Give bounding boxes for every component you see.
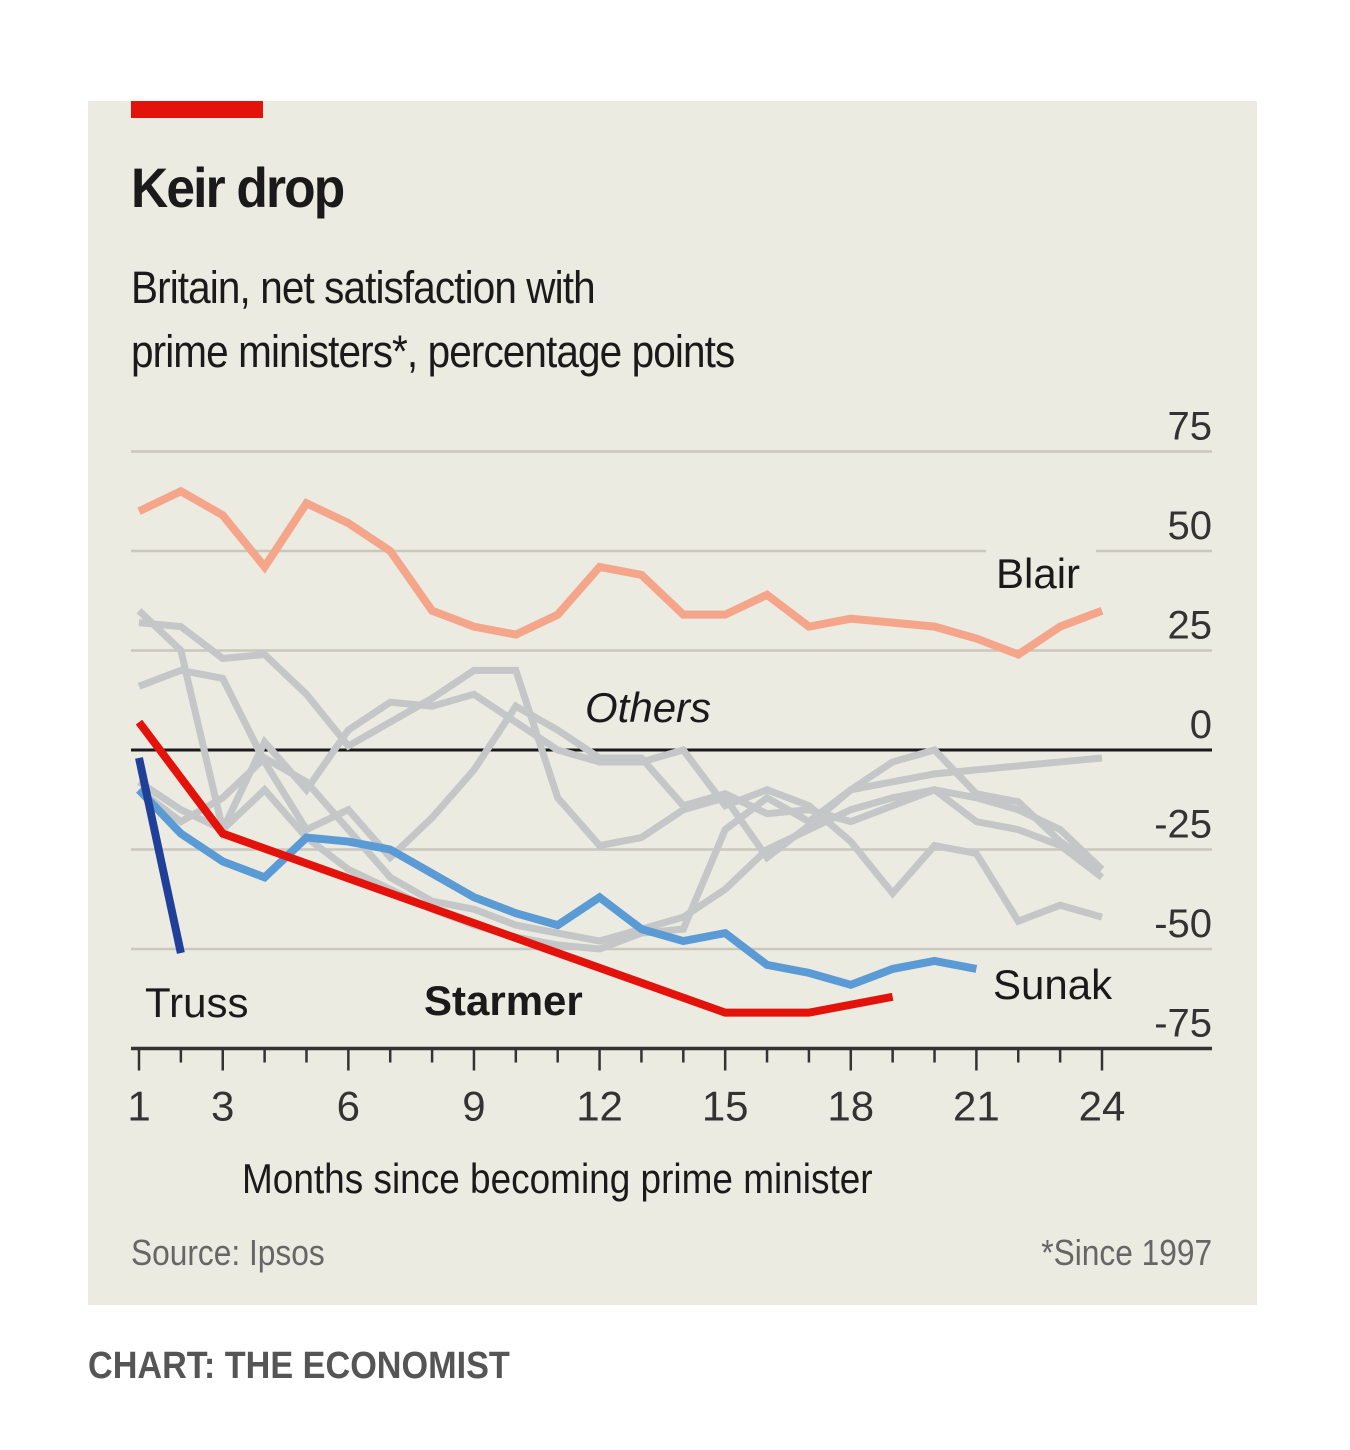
chart-title: Keir drop bbox=[131, 156, 345, 219]
subtitle-line-2: prime ministers*, percentage points bbox=[131, 326, 735, 377]
x-axis-title: Months since becoming prime minister bbox=[242, 1155, 873, 1202]
x-tick-label: 12 bbox=[576, 1083, 623, 1130]
series-line-sunak bbox=[136, 787, 978, 990]
x-tick-label: 24 bbox=[1079, 1083, 1126, 1130]
series-line-others-5 bbox=[136, 753, 1105, 945]
x-tick-label: 6 bbox=[337, 1083, 360, 1130]
x-tick-label: 1 bbox=[127, 1083, 150, 1130]
series-lines bbox=[135, 486, 1105, 1017]
x-tick-label: 21 bbox=[953, 1083, 1000, 1130]
series-label-truss: Truss bbox=[145, 979, 248, 1026]
annotations: Others Blair Sunak Truss Starmer bbox=[145, 548, 1113, 1026]
y-tick-label: 75 bbox=[1168, 405, 1213, 449]
series-line-others-2 bbox=[137, 666, 1105, 881]
series-line-starmer bbox=[135, 719, 894, 1017]
x-axis: 1 3 6 9 12 15 18 21 24 bbox=[127, 1046, 1212, 1130]
x-tick-label: 18 bbox=[827, 1083, 874, 1130]
subtitle-line-1: Britain, net satisfaction with bbox=[131, 262, 596, 313]
chart-credit: CHART: THE ECONOMIST bbox=[88, 1345, 510, 1387]
label-background bbox=[986, 548, 1096, 598]
series-label-sunak: Sunak bbox=[993, 961, 1113, 1008]
y-tick-label: -50 bbox=[1154, 902, 1212, 946]
y-tick-label: 0 bbox=[1190, 703, 1212, 747]
series-line-blair bbox=[137, 486, 1104, 659]
series-line-others-1 bbox=[138, 619, 1104, 873]
y-tick-label: -25 bbox=[1154, 803, 1212, 847]
y-axis-labels: 75 50 25 0 -25 -50 -75 bbox=[1154, 405, 1212, 1046]
chart-panel bbox=[88, 101, 1257, 1305]
series-line-truss bbox=[135, 757, 185, 954]
chart-subtitle: Britain, net satisfaction with prime min… bbox=[131, 256, 941, 384]
footnote: *Since 1997 bbox=[1041, 1232, 1212, 1273]
y-tick-label: 50 bbox=[1168, 504, 1213, 548]
x-tick-label: 9 bbox=[462, 1083, 485, 1130]
source-note: Source: Ipsos bbox=[131, 1232, 325, 1273]
series-label-starmer: Starmer bbox=[424, 977, 583, 1024]
y-tick-label: 25 bbox=[1168, 604, 1213, 648]
economist-accent-bar bbox=[131, 101, 263, 118]
x-tick-label: 3 bbox=[211, 1083, 234, 1130]
series-line-others-4 bbox=[137, 754, 1103, 953]
x-tick-label: 15 bbox=[702, 1083, 749, 1130]
y-tick-label: -75 bbox=[1154, 1002, 1212, 1046]
series-label-blair: Blair bbox=[996, 550, 1080, 597]
series-label-others: Others bbox=[585, 684, 711, 731]
